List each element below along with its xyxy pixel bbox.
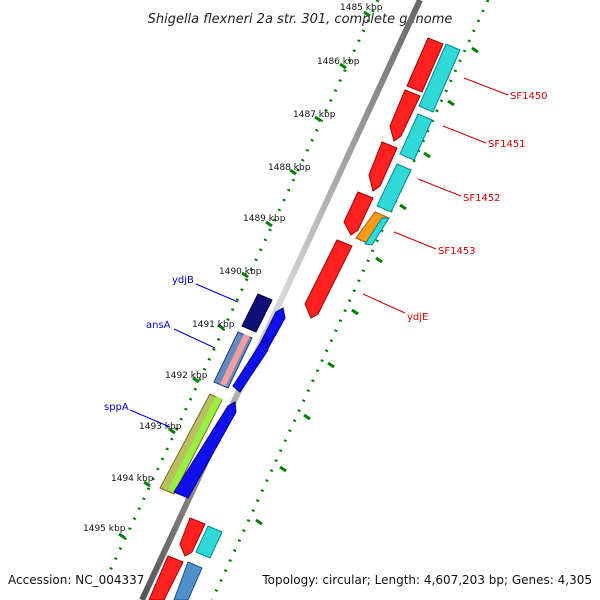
kbp-label-1488: 1488 kbp [268, 163, 311, 173]
label-sppA[interactable]: sppA [104, 402, 129, 413]
gene-sf1450[interactable] [406, 37, 444, 93]
kbp-label-1494: 1494 kbp [111, 474, 154, 484]
orf-blocks [173, 43, 461, 600]
gene-sppA-green [168, 396, 222, 492]
kbp-label-1486: 1486 kbp [317, 57, 360, 67]
kbp-label-1485: 1485 kbp [340, 3, 383, 13]
kbp-label-1493: 1493 kbp [139, 422, 182, 432]
label-sf1453[interactable]: SF1453 [438, 246, 476, 257]
gene-sf1451[interactable] [389, 89, 421, 142]
label-sf1450[interactable]: SF1450 [510, 91, 548, 102]
genome-backbone [139, 0, 423, 600]
orf-block-1[interactable] [418, 43, 461, 113]
inner-ring [210, 0, 490, 600]
kbp-label-1492: 1492 kbp [165, 371, 208, 381]
major-ticks [118, 10, 371, 540]
orf-block-2[interactable] [399, 113, 433, 161]
topology-text: Topology: circular; Length: 4,607,203 bp… [262, 573, 592, 587]
gene-ansA-pink [220, 334, 250, 386]
left-gene-labels: ydjB ansA sppA [104, 275, 239, 428]
accession-text: Accession: NC_004337 [8, 573, 145, 587]
kbp-label-1489: 1489 kbp [243, 214, 286, 224]
inner-ring-dots [210, 0, 490, 600]
kbp-label-1490: 1490 kbp [219, 267, 262, 277]
kbp-labels: 1485 kbp 1486 kbp 1487 kbp 1488 kbp 1489… [83, 3, 383, 534]
kbp-label-1491: 1491 kbp [192, 320, 235, 330]
label-sf1451[interactable]: SF1451 [488, 139, 526, 150]
inner-ticks [255, 46, 479, 526]
gene-forward-lower-1[interactable] [179, 517, 206, 557]
gene-ydjB-block[interactable] [241, 293, 273, 333]
gene-sppA-arrow[interactable] [173, 401, 237, 499]
reverse-genes [159, 293, 286, 499]
orf-block-lower-1[interactable] [195, 525, 223, 559]
orf-block-4[interactable] [364, 217, 390, 246]
gene-forward-lower-2[interactable] [148, 555, 184, 600]
label-sf1452[interactable]: SF1452 [463, 193, 501, 204]
orf-block-lower-2[interactable] [173, 561, 203, 600]
gene-ydjE[interactable] [304, 239, 353, 319]
kbp-label-1487: 1487 kbp [293, 110, 336, 120]
kbp-scale-ring [106, 0, 380, 576]
gene-ansA-arrow[interactable] [232, 339, 269, 393]
forward-genes [148, 37, 444, 600]
label-ydjE[interactable]: ydjE [407, 312, 428, 323]
label-ydjB[interactable]: ydjB [172, 275, 194, 286]
label-ansA[interactable]: ansA [146, 320, 171, 331]
orf-block-3[interactable] [376, 163, 412, 213]
gene-sf1453[interactable] [343, 191, 374, 236]
kbp-label-1495: 1495 kbp [83, 524, 126, 534]
map-title: Shigella flexneri 2a str. 301, complete … [148, 12, 453, 27]
right-gene-labels: SF1450 SF1451 SF1452 SF1453 ydjE [362, 77, 548, 323]
scale-dots [106, 0, 380, 576]
gene-sf1452[interactable] [368, 141, 398, 192]
